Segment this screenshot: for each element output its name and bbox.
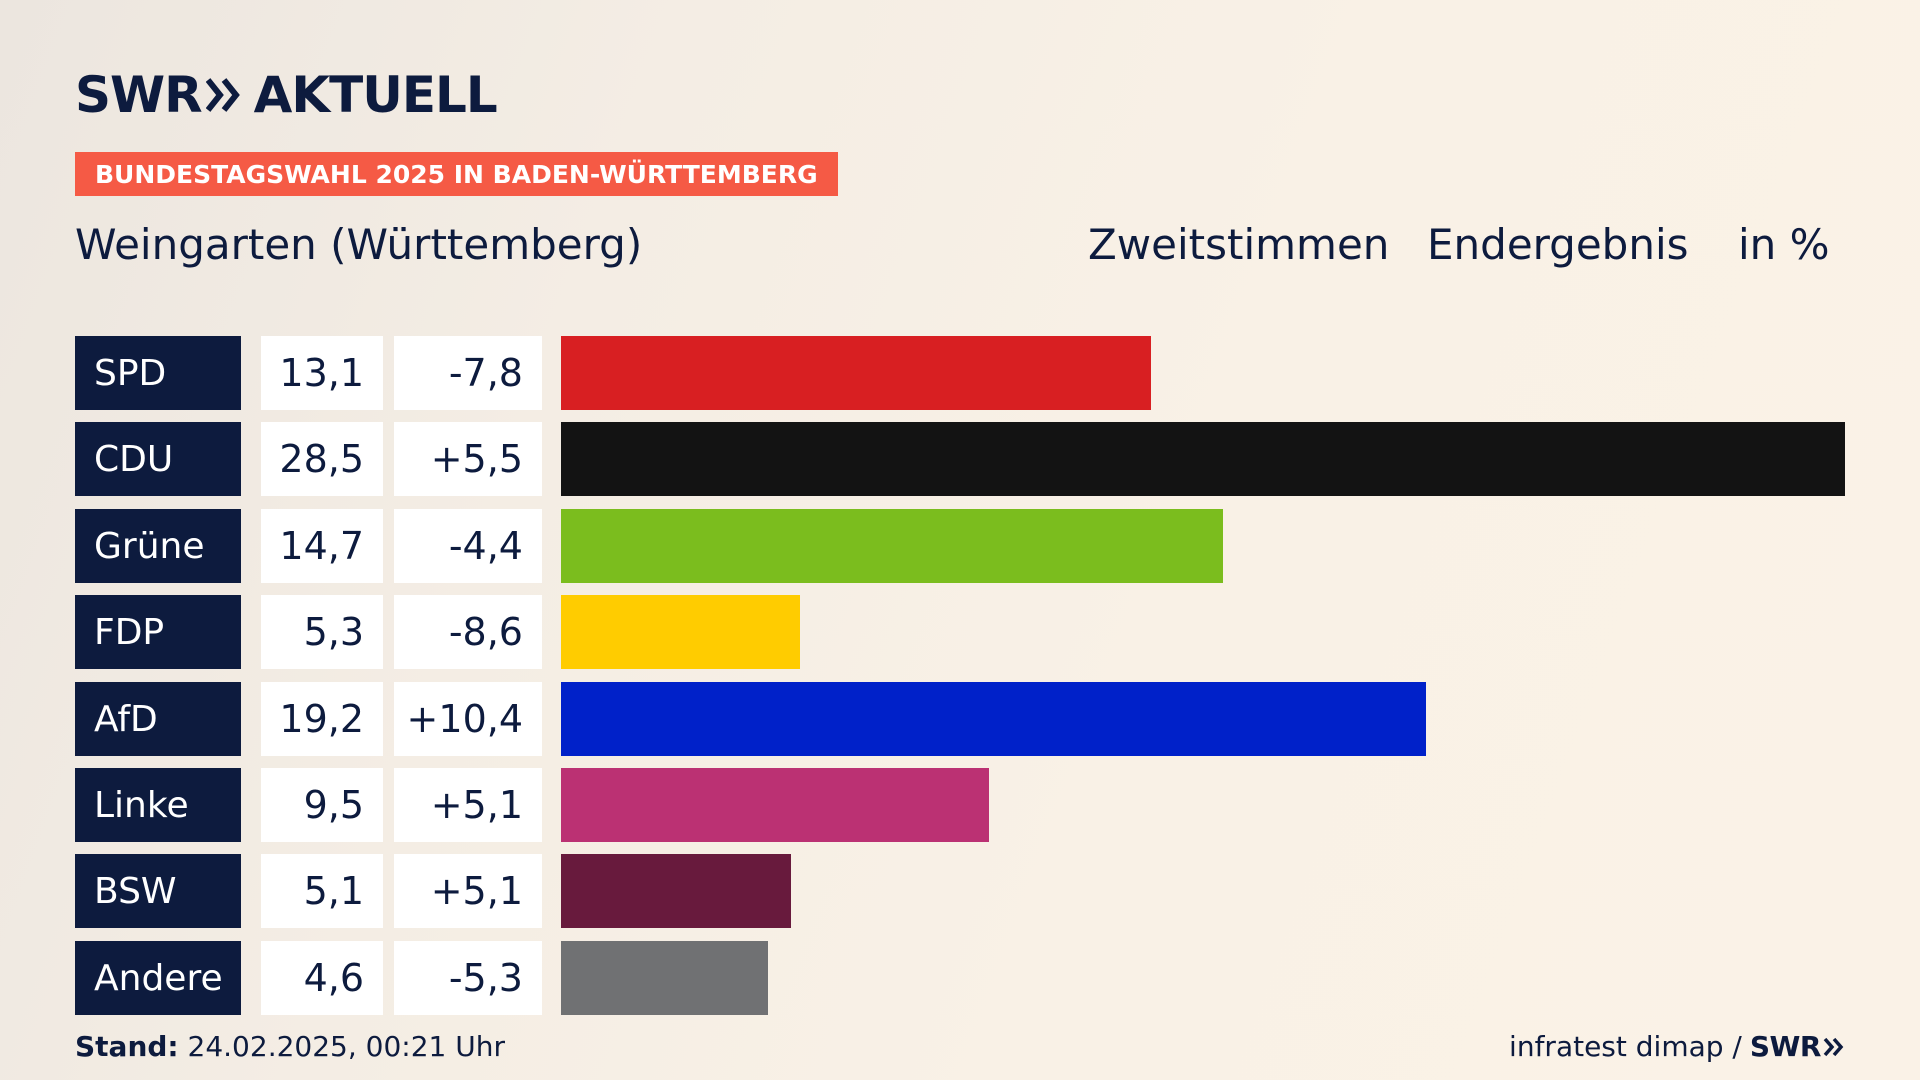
diff-label: +5,1 [394, 768, 542, 842]
stand-label: Stand: [75, 1030, 179, 1063]
double-chevron-icon [205, 78, 240, 112]
bar-linke [561, 768, 989, 842]
party-label-fdp: FDP [75, 595, 241, 669]
bar-bsw [561, 854, 791, 928]
value-label: 9,5 [261, 768, 383, 842]
party-label-afd: AfD [75, 682, 241, 756]
value-label: 4,6 [261, 941, 383, 1015]
party-label-spd: SPD [75, 336, 241, 410]
unit-header: in % [1738, 220, 1830, 269]
constituency-title: Weingarten (Württemberg) [75, 220, 643, 269]
diff-label: +10,4 [394, 682, 542, 756]
value-label: 13,1 [261, 336, 383, 410]
bar-andere [561, 941, 768, 1015]
party-label-linke: Linke [75, 768, 241, 842]
footer-swr-logo: SWR [1749, 1030, 1822, 1063]
party-label-cdu: CDU [75, 422, 241, 496]
diff-label: -4,4 [394, 509, 542, 583]
bar-grüne [561, 509, 1223, 583]
value-label: 14,7 [261, 509, 383, 583]
stand-value: 24.02.2025, 00:21 Uhr [187, 1030, 505, 1063]
source-credit: infratest dimap / SWR [1509, 1030, 1845, 1063]
value-label: 28,5 [261, 422, 383, 496]
status-header: Endergebnis [1427, 220, 1689, 269]
diff-label: -5,3 [394, 941, 542, 1015]
swr-aktuell-logo: SWR AKTUELL [75, 66, 498, 124]
logo-swr-text: SWR [75, 66, 203, 124]
value-label: 19,2 [261, 682, 383, 756]
timestamp: Stand: 24.02.2025, 00:21 Uhr [75, 1030, 505, 1063]
source-text: infratest dimap / [1509, 1030, 1742, 1063]
footer-double-chevron-icon [1823, 1037, 1844, 1056]
diff-label: -7,8 [394, 336, 542, 410]
diff-label: -8,6 [394, 595, 542, 669]
topic-badge: BUNDESTAGSWAHL 2025 IN BADEN-WÜRTTEMBERG [75, 152, 838, 196]
bar-fdp [561, 595, 800, 669]
bar-spd [561, 336, 1151, 410]
party-label-grüne: Grüne [75, 509, 241, 583]
votes-type-header: Zweitstimmen [1088, 220, 1390, 269]
bar-cdu [561, 422, 1845, 496]
diff-label: +5,1 [394, 854, 542, 928]
logo-aktuell-text: AKTUELL [253, 66, 498, 124]
party-label-bsw: BSW [75, 854, 241, 928]
party-label-andere: Andere [75, 941, 241, 1015]
value-label: 5,3 [261, 595, 383, 669]
value-label: 5,1 [261, 854, 383, 928]
bar-afd [561, 682, 1426, 756]
diff-label: +5,5 [394, 422, 542, 496]
